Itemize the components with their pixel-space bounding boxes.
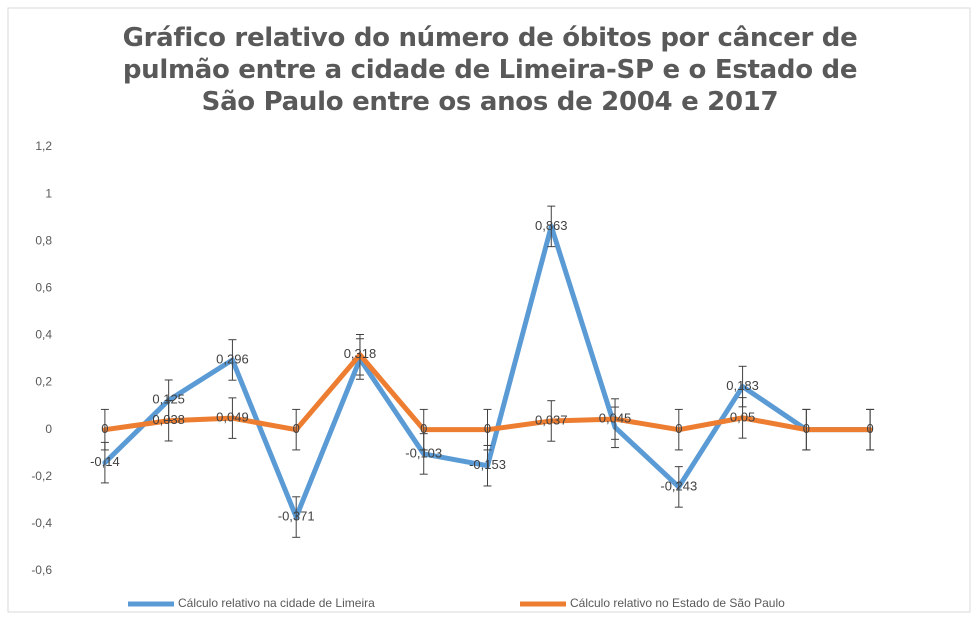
data-label: -0,371 [278,508,315,523]
error-bar [866,408,875,451]
y-tick-label: 0 [45,422,52,436]
data-label: -0,153 [469,457,506,472]
y-tick-label: 0,4 [35,328,52,342]
chart-title: Gráfico relativo do número de óbitos por… [122,23,858,117]
data-label: 0,05 [730,409,755,424]
data-label: 0 [420,421,427,436]
data-label: -0,103 [405,445,442,460]
error-bar [355,334,364,376]
y-tick-label: 1,2 [35,139,52,153]
data-label: 0,863 [535,218,568,233]
y-tick-label: -0,6 [31,563,52,577]
error-bar [228,339,237,381]
data-label: 0,183 [726,378,759,393]
data-label: 0 [101,421,108,436]
error-bar [674,408,683,451]
error-bar [547,205,556,248]
y-tick-label: -0,2 [31,469,52,483]
data-label: 0 [484,421,491,436]
data-label: 0 [866,421,873,436]
error-bar [164,399,173,442]
data-label: 0,037 [535,412,568,427]
data-label: 0 [293,421,300,436]
error-bar [292,408,301,451]
error-bar [674,466,683,508]
legend-label: Cálculo relativo no Estado de São Paulo [570,596,785,610]
error-bar [738,397,747,439]
data-label: -0,14 [90,454,120,469]
data-label: 0,038 [152,412,185,427]
y-tick-label: 0,8 [35,233,52,247]
y-tick-label: 0,2 [35,375,52,389]
data-label: 0 [675,421,682,436]
error-bar [100,408,109,451]
error-bar [483,408,492,451]
data-label: 0,125 [152,392,185,407]
y-tick-label: 0,6 [35,281,52,295]
y-tick-label: 1 [45,186,52,200]
chart-frame [7,7,971,613]
error-bar [611,398,620,440]
legend-label: Cálculo relativo na cidade de Limeira [178,596,375,610]
error-bar [419,408,428,451]
data-label: 0,296 [216,351,249,366]
data-label: -0,243 [660,478,697,493]
data-label: 0 [803,421,810,436]
data-label: 0,045 [599,411,632,426]
error-bar [292,496,301,538]
error-bar [228,397,237,439]
error-bar [802,408,811,451]
data-label: 0,318 [344,346,377,361]
error-bar [547,400,556,442]
y-tick-label: -0,4 [31,516,52,530]
data-label: 0,049 [216,410,249,425]
